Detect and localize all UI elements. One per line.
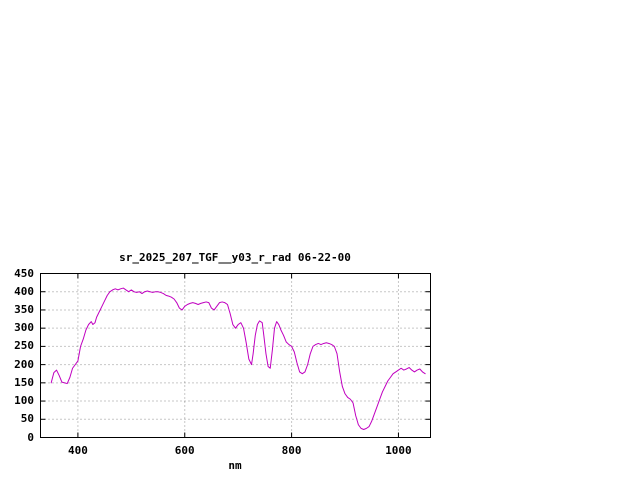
y-tick-label: 50 [20, 412, 34, 426]
y-tick-label: 200 [14, 357, 34, 371]
x-tick-label: 600 [174, 444, 195, 457]
plot-title: sr_2025_207_TGF__y03_r_rad 06-22-00 [119, 251, 351, 264]
x-tick-label: 1000 [385, 444, 412, 457]
y-tick-label: 150 [14, 375, 34, 389]
y-tick-label: 300 [14, 321, 34, 335]
y-tick-label: 350 [14, 302, 34, 316]
y-tick-label: 400 [14, 284, 34, 298]
spectrum-plot [40, 273, 431, 438]
y-tick-label: 250 [14, 339, 34, 353]
x-axis-label: nm [228, 459, 242, 472]
x-tick-label: 800 [281, 444, 302, 457]
x-tick-label: 400 [67, 444, 88, 457]
y-tick-label: 0 [27, 430, 34, 444]
y-tick-label: 100 [14, 394, 34, 408]
y-tick-label: 450 [14, 266, 34, 280]
